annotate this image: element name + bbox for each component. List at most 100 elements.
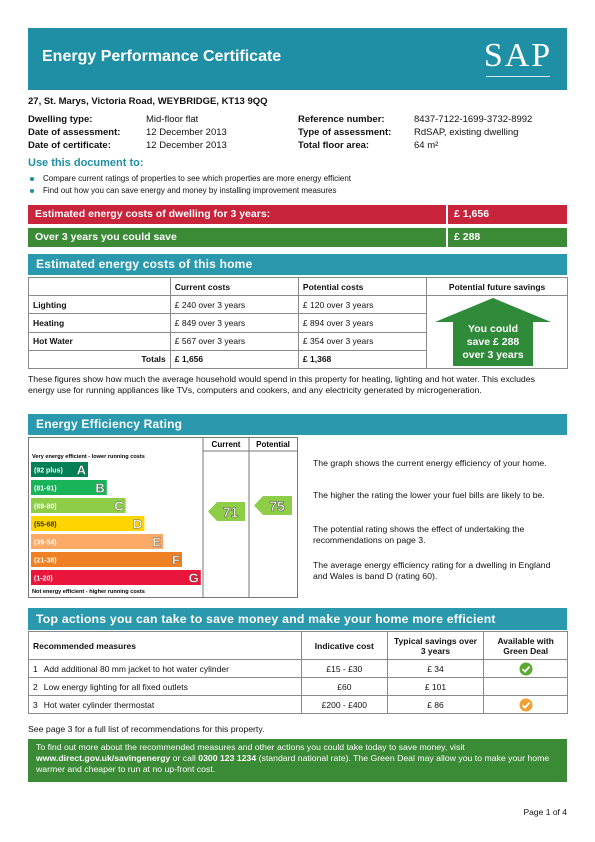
cost-cell: £ 240 over 3 years (169, 294, 299, 315)
icon-circle (519, 662, 533, 675)
cost-cell: £ 894 over 3 years (297, 313, 428, 333)
summary-bar: Over 3 years you could save £ 288 (28, 228, 567, 247)
band (31, 516, 145, 531)
measure-number: 2 (33, 681, 38, 692)
summary-label: Over 3 years you could save (35, 231, 177, 243)
summary-label: Estimated energy costs of dwelling for 3… (35, 208, 271, 220)
header-cell: Recommended measures (27, 631, 303, 660)
detail-value: 12 December 2013 (146, 140, 227, 151)
cost-row: Heating £ 849 over 3 years £ 894 over 3 ye… (28, 313, 568, 333)
icon-check (521, 701, 530, 709)
address: 27, St. Marys, Victoria Road, WEYBRIDGE,… (28, 96, 268, 107)
cost-cell: Heating (28, 313, 171, 333)
green-deal-icon (519, 662, 533, 675)
cost-cell: £ 849 over 3 years (169, 313, 299, 333)
action-row: 2 Low energy lighting for all fixed outle… (27, 677, 568, 696)
cost-cell: Lighting (28, 294, 171, 315)
detail-label: Reference number: (298, 114, 385, 125)
costs-note: These figures show how much the average … (28, 374, 535, 395)
measure-cell: 1 Add additional 80 mm jacket to hot wate… (27, 659, 303, 678)
cost-cell: Hot Water (28, 331, 171, 351)
note-text: To find out more about the recommended m… (36, 742, 465, 752)
bullet-dot (30, 177, 34, 181)
cost-cell: £ 354 over 3 years (297, 331, 428, 351)
rating-paragraph: The average energy efficiency rating for… (313, 560, 551, 581)
detail-value: RdSAP, existing dwelling (414, 127, 519, 138)
band-range: (55-68) (34, 522, 57, 529)
icon-check (521, 665, 530, 673)
band-range: (92 plus) (34, 468, 63, 475)
cost-cell: £60 (301, 677, 388, 696)
totals-row: Totals £ 1,656 £ 1,368 (28, 349, 568, 370)
section-heading: Estimated energy costs of this home (28, 254, 567, 275)
arrow-text: over 3 years (463, 349, 524, 361)
arrow-shape (435, 298, 552, 366)
band-range: (81-91) (34, 486, 57, 493)
arrow-text: save £ 288 (467, 336, 520, 348)
band-letter: C (114, 499, 124, 514)
column-header: Current (212, 440, 241, 449)
green-deal-cell (483, 677, 568, 696)
header-cell: Indicative cost (301, 631, 388, 660)
costs-table: Current costs Potential costs Potential fu… (28, 277, 568, 370)
band (31, 480, 107, 495)
measure-cell: 2 Low energy lighting for all fixed outle… (27, 677, 303, 696)
band-letter: G (189, 571, 199, 586)
bullet-dot (30, 189, 34, 193)
action-row: 1 Add additional 80 mm jacket to hot wate… (27, 659, 568, 678)
measure-cell: 3 Hot water cylinder thermostat (27, 695, 303, 714)
use-heading: Use this document to: (28, 157, 144, 169)
header-cell: Typical savings over 3 years (386, 631, 485, 660)
header-cell: Available with Green Deal (483, 631, 568, 660)
cost-cell: £ 120 over 3 years (297, 294, 428, 315)
rating-arrow (208, 502, 245, 521)
logo-rule (486, 76, 550, 77)
rating-paragraph: The graph shows the current energy effic… (313, 458, 547, 468)
detail-label: Type of assessment: (298, 127, 392, 138)
band-letter: E (153, 535, 162, 550)
savings-cell: You could save £ 288 over 3 years (426, 295, 568, 369)
header-cell (28, 277, 171, 296)
logo: SAP (483, 37, 553, 74)
icon-circle (519, 698, 533, 711)
rating-paragraph: The higher the rating the lower your fue… (313, 490, 545, 500)
savings-cell: £ 101 (386, 677, 485, 696)
band-range: (1-20) (34, 576, 53, 583)
summary-divider (446, 205, 448, 224)
rating-value: 75 (269, 498, 285, 514)
band-letter: D (133, 517, 142, 532)
detail-label: Date of assessment: (28, 127, 121, 138)
band-letter: B (95, 481, 104, 496)
note-phone: 0300 123 1234 (198, 753, 257, 763)
detail-value: 12 December 2013 (146, 127, 227, 138)
totals-cell: £ 1,656 (169, 349, 299, 370)
actions-table: Recommended measures Indicative cost Typic… (27, 631, 568, 714)
header-row: Current costs Potential costs Potential fu… (28, 277, 568, 296)
page-number: Page 1 of 4 (523, 807, 567, 817)
header-cell: Current costs (169, 277, 299, 296)
cost-cell: £15 - £30 (301, 659, 388, 678)
bullet-text: Find out how you can save energy and mon… (43, 186, 337, 195)
green-deal-icon (519, 698, 533, 711)
cost-cell: £ 567 over 3 years (169, 331, 299, 351)
measure-text: Low energy lighting for all fixed outlet… (43, 681, 188, 692)
detail-value: 8437-7122-1699-3732-8992 (414, 114, 533, 125)
detail-label: Date of certificate: (28, 140, 111, 151)
scale-bottom-label: Not energy efficient - higher running co… (32, 589, 145, 595)
band (31, 570, 201, 585)
totals-cell: £ 1,368 (297, 349, 428, 370)
summary-value: £ 288 (454, 231, 481, 243)
note-text: (standard national rate). The Green Deal… (36, 753, 550, 774)
title: Energy Performance Certificate (42, 48, 282, 65)
cost-row: Lighting £ 240 over 3 years £ 120 over 3 y… (28, 294, 568, 369)
summary-value: £ 1,656 (454, 208, 490, 220)
header-row: Recommended measures Indicative cost Typic… (27, 631, 568, 660)
rating-paragraph: The potential rating shows the effect of… (313, 524, 525, 545)
band-range: (39-54) (34, 540, 57, 547)
summary-divider (446, 228, 448, 247)
note-text: or call (170, 753, 199, 763)
band (31, 552, 182, 567)
measure-number: 1 (33, 663, 38, 674)
